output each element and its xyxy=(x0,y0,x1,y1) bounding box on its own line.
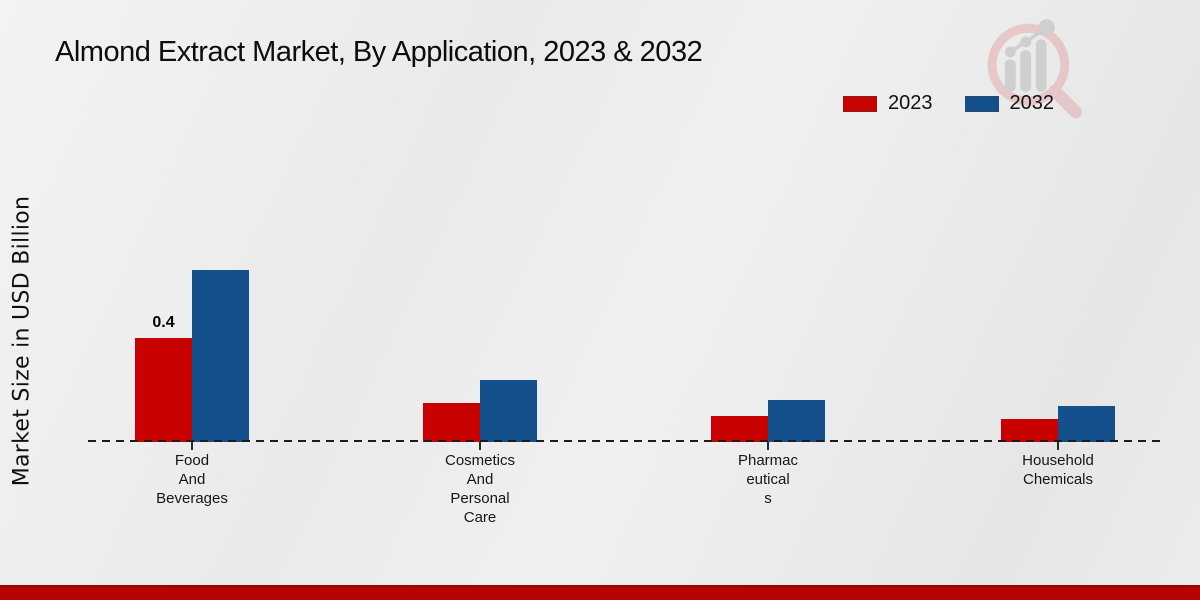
bar-2023-cosmetics-and-personal-care xyxy=(423,403,480,442)
bar-2032-household-chemicals xyxy=(1058,406,1115,442)
x-axis-baseline xyxy=(88,440,1163,442)
market-research-logo-icon xyxy=(987,19,1083,119)
x-axis-tick xyxy=(767,442,769,450)
legend-swatch-2032 xyxy=(964,95,999,112)
category-label-food-and-beverages: Food And Beverages xyxy=(156,452,228,507)
bar-2023-pharmaceuticals xyxy=(711,416,768,442)
legend-label-2023: 2023 xyxy=(888,92,933,114)
x-axis-tick xyxy=(479,442,481,450)
bar-2023-household-chemicals xyxy=(1001,419,1058,442)
value-label-2023-food-and-beverages: 0.4 xyxy=(152,314,175,331)
chart-title: Almond Extract Market, By Application, 2… xyxy=(55,36,703,68)
legend-item-2023: 2023 xyxy=(843,92,933,115)
bar-2032-cosmetics-and-personal-care xyxy=(480,380,537,442)
legend-item-2032: 2032 xyxy=(964,92,1055,115)
legend-swatch-2023 xyxy=(843,95,877,112)
legend-label-2032: 2032 xyxy=(1009,92,1055,114)
bar-2023-food-and-beverages xyxy=(135,338,192,442)
x-axis-tick xyxy=(1057,442,1059,450)
legend: 2023 2032 xyxy=(843,92,1054,115)
footer-strip xyxy=(0,585,1200,600)
category-label-cosmetics-and-personal-care: Cosmetics And Personal Care xyxy=(444,452,515,526)
bar-2032-pharmaceuticals xyxy=(768,400,825,442)
category-label-household-chemicals: Household Chemicals xyxy=(1022,452,1094,488)
x-axis-tick xyxy=(191,442,193,450)
category-label-pharmaceuticals: Pharmac eutical s xyxy=(737,452,799,507)
bar-2032-food-and-beverages xyxy=(192,270,249,442)
